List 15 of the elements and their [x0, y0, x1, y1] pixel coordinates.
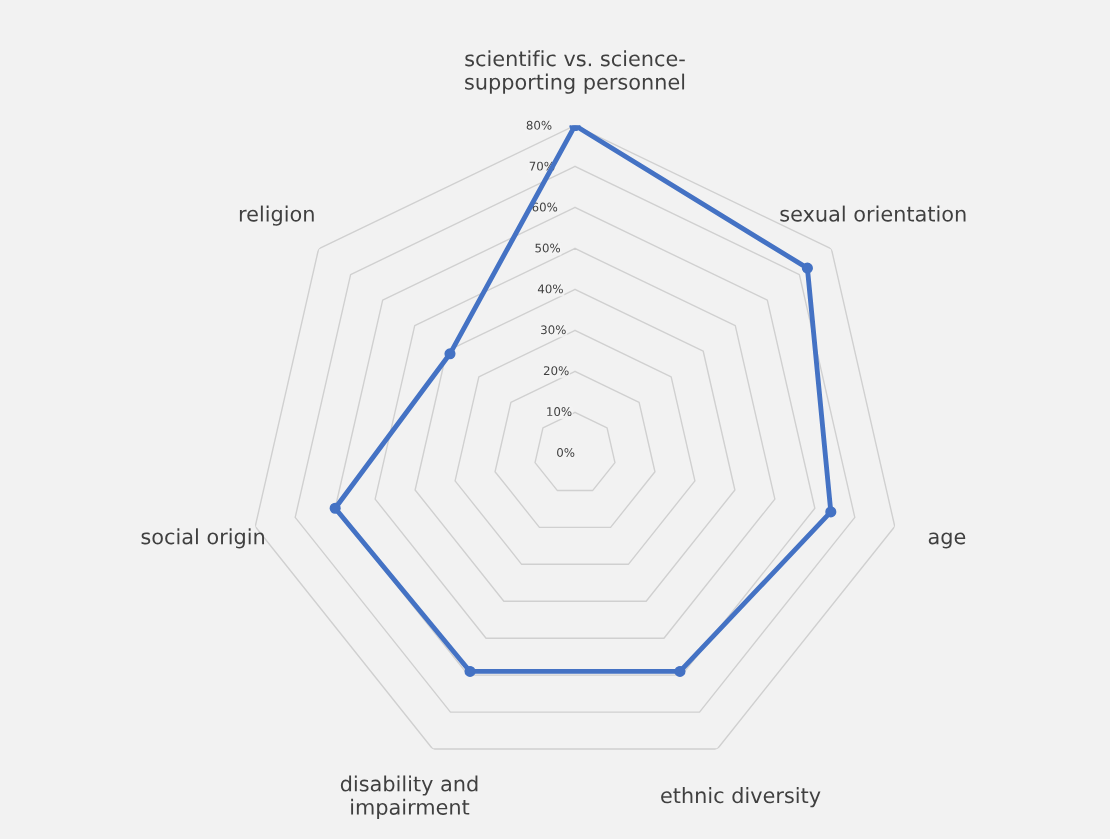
y-tick-label: 0%: [557, 448, 575, 457]
y-tick-label: 20%: [543, 366, 569, 376]
spoke-label: scientific vs. science- supporting personnel: [465, 50, 685, 94]
spoke-label: disability and impairment: [340, 775, 478, 819]
spoke-label: social origin: [141, 528, 264, 549]
spoke-label: religion: [239, 205, 314, 226]
spoke-label: age: [928, 532, 966, 549]
y-tick-label: 50%: [535, 243, 561, 253]
y-tick-label: 10%: [547, 407, 572, 417]
y-tick-label: 30%: [541, 325, 566, 335]
y-tick-label: 40%: [537, 284, 563, 294]
y-tick-label: 80%: [526, 120, 552, 130]
spoke-label: ethnic diversity: [661, 787, 821, 808]
spoke-label: sexual orientation: [780, 205, 966, 222]
y-tick-label: 60%: [532, 202, 558, 212]
